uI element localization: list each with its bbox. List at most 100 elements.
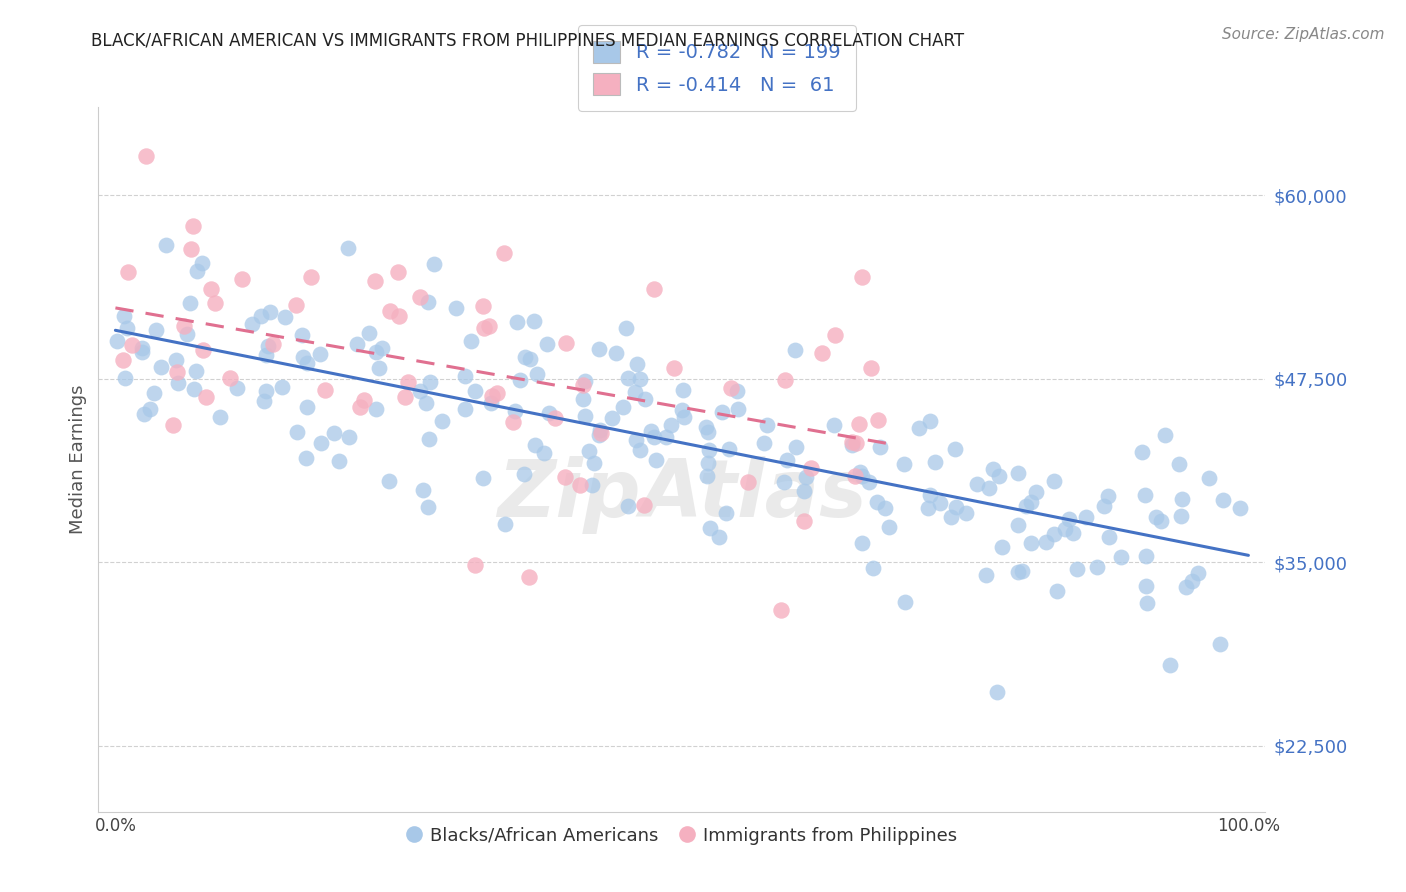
Point [894,595,917,609]
Point [727,402,749,417]
Point [1019,536,1042,550]
Point [582,456,605,470]
Point [155,237,177,252]
Point [494,516,516,531]
Point [617,371,640,385]
Point [1025,485,1047,500]
Point [589,423,612,437]
Point [150,360,173,375]
Point [430,414,453,428]
Point [454,402,477,417]
Point [543,411,565,425]
Point [955,506,977,520]
Point [769,603,792,617]
Point [845,435,868,450]
Point [841,438,863,452]
Point [773,475,796,489]
Point [707,530,730,544]
Point [824,327,846,342]
Point [388,309,411,323]
Point [1097,489,1119,503]
Point [526,368,548,382]
Point [1187,566,1209,580]
Point [1092,499,1115,513]
Point [366,401,388,416]
Point [231,272,253,286]
Point [823,417,845,432]
Point [628,443,651,458]
Point [574,374,596,388]
Point [254,347,277,361]
Point [755,417,778,432]
Point [695,420,717,434]
Point [308,346,330,360]
Point [699,443,721,458]
Point [794,470,817,484]
Point [249,309,271,323]
Point [720,381,742,395]
Point [380,304,402,318]
Point [284,298,307,312]
Point [517,570,540,584]
Point [589,425,612,440]
Point [616,500,638,514]
Point [1057,512,1080,526]
Point [793,483,815,498]
Point [851,468,873,483]
Point [274,310,297,324]
Point [939,509,962,524]
Point [481,389,503,403]
Point [924,455,946,469]
Point [588,342,610,356]
Point [336,241,359,255]
Point [866,412,889,426]
Point [337,430,360,444]
Point [537,406,560,420]
Point [1098,530,1121,544]
Point [844,469,866,483]
Point [309,436,332,450]
Point [1181,574,1204,588]
Point [628,372,651,386]
Point [418,432,440,446]
Point [322,425,344,440]
Point [664,361,686,376]
Point [1007,517,1029,532]
Point [811,346,834,360]
Point [920,488,942,502]
Point [1019,495,1042,509]
Point [409,290,432,304]
Point [314,383,336,397]
Point [423,257,446,271]
Point [444,301,467,315]
Point [183,219,205,234]
Point [920,414,942,428]
Point [471,299,494,313]
Point [418,375,440,389]
Point [877,520,900,534]
Point [793,514,815,528]
Point [893,457,915,471]
Point [523,314,546,328]
Point [176,326,198,341]
Point [271,380,294,394]
Point [554,469,576,483]
Point [1066,562,1088,576]
Point [219,371,242,385]
Point [860,360,883,375]
Point [1135,579,1157,593]
Point [364,274,387,288]
Point [257,339,280,353]
Point [479,395,502,409]
Point [291,350,314,364]
Point [671,403,693,417]
Point [858,475,880,489]
Point [1015,499,1038,513]
Point [105,334,128,348]
Point [1144,509,1167,524]
Point [478,318,501,333]
Point [295,450,318,465]
Point [754,435,776,450]
Point [929,496,952,510]
Point [460,334,482,348]
